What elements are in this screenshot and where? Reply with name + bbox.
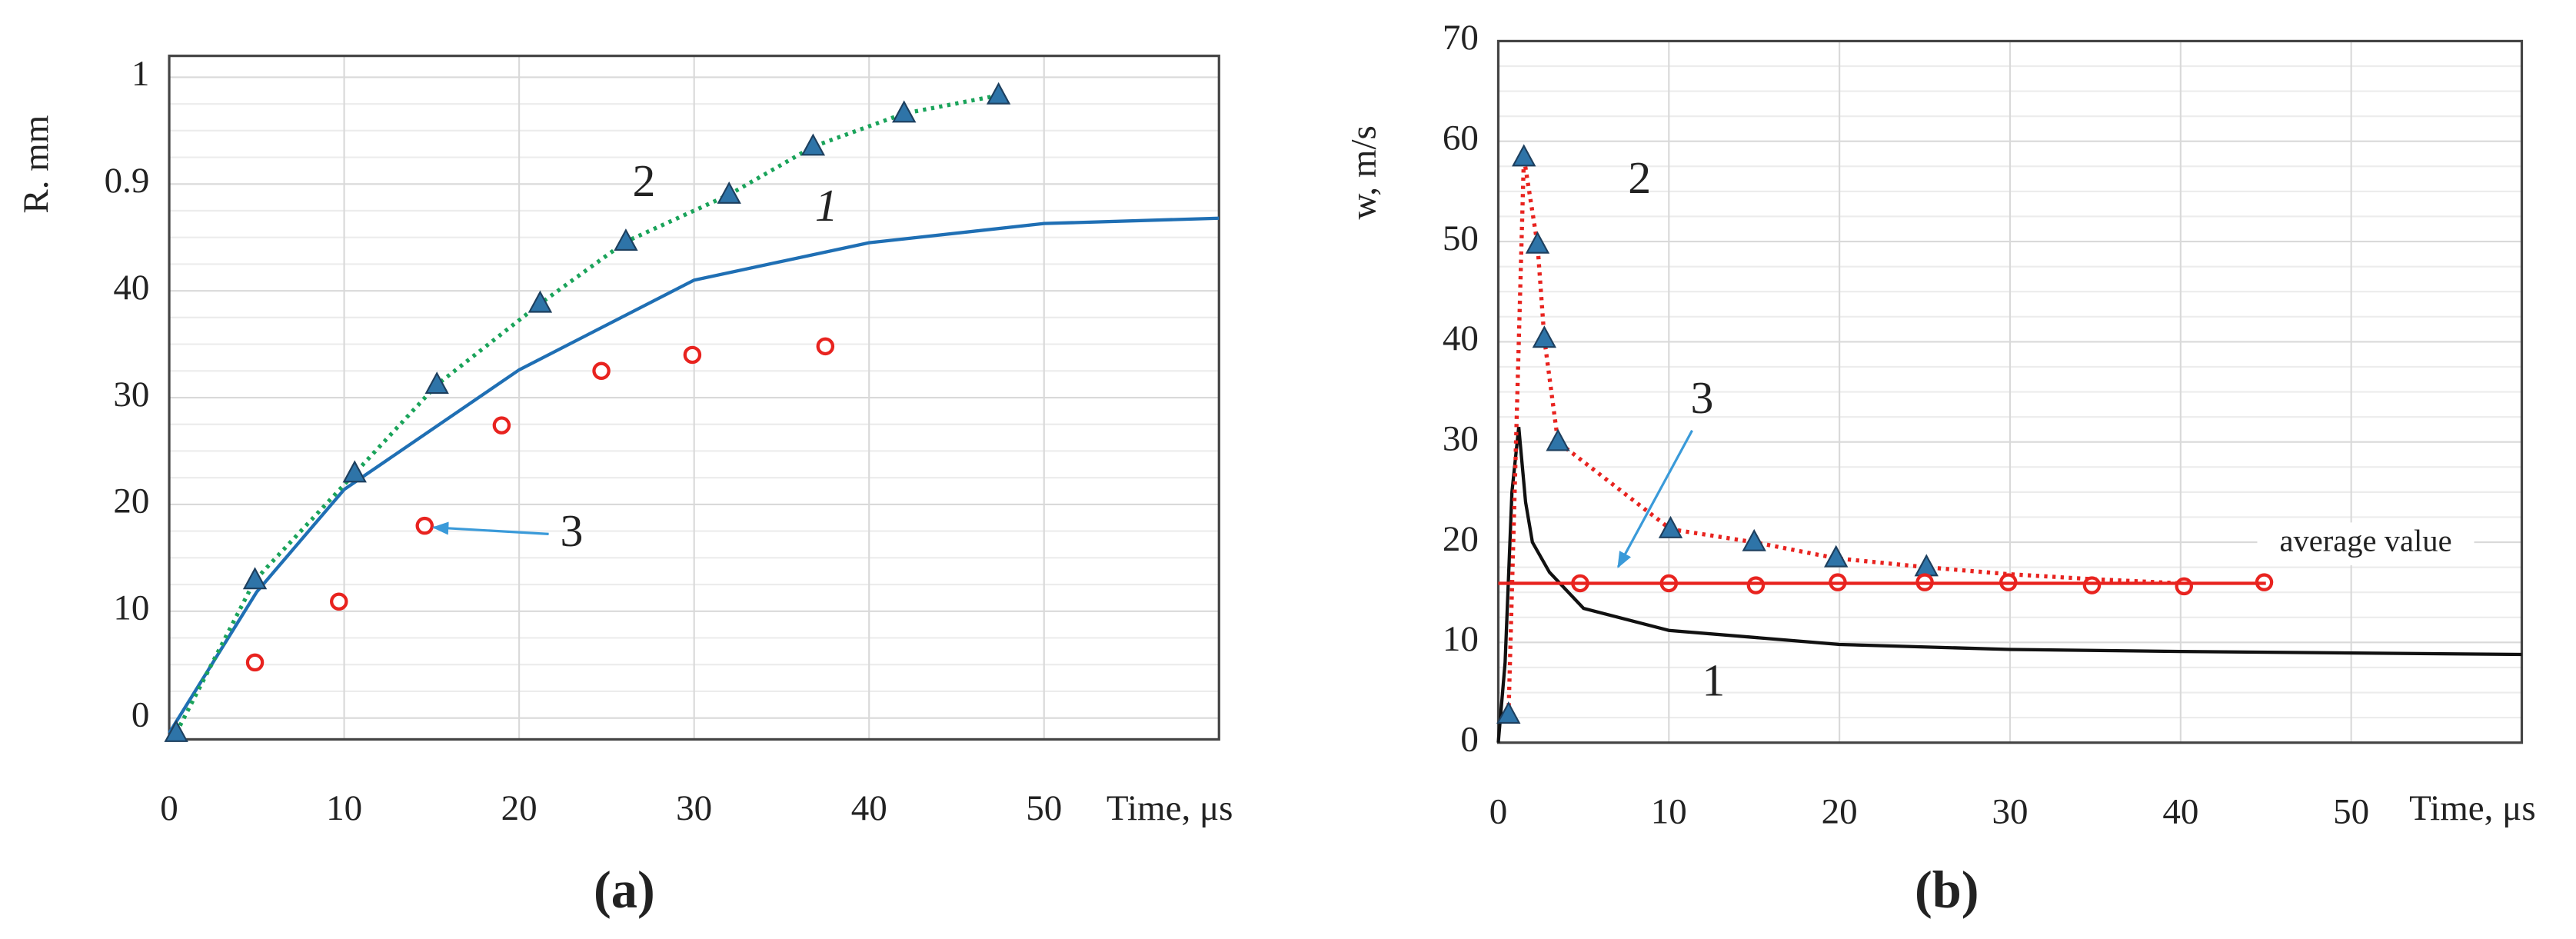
y-tick-label: 70: [1443, 18, 1479, 58]
x-tick-label: 10: [1651, 791, 1687, 831]
x-axis-label: Time, μs: [2409, 788, 2536, 828]
circle-marker: [1746, 576, 1766, 594]
chart: 0 10 20 30 40 50 60 70 0 10 20 30 40 50 w, m/s Time, μs…: [1343, 18, 2535, 919]
x-tick-label: 20: [1822, 791, 1858, 831]
circle-marker: [2175, 577, 2194, 596]
triangle-marker: [1496, 701, 1521, 724]
x-tick-label: 10: [326, 788, 362, 828]
series-annotation: average value: [2279, 523, 2451, 558]
series-line: [1506, 157, 2181, 715]
triangle-marker: [1532, 325, 1557, 348]
triangle-marker: [342, 460, 367, 483]
y-tick-label: 30: [113, 375, 149, 415]
x-tick-label: 30: [1992, 791, 2028, 831]
circle-marker: [816, 337, 835, 356]
y-tick-label: 40: [113, 268, 149, 308]
x-tick-label: 0: [160, 788, 178, 828]
triangle-marker: [164, 719, 188, 742]
x-tick-label: 0: [1489, 791, 1508, 831]
circle-marker: [683, 345, 702, 365]
y-tick-label: 20: [1443, 519, 1479, 559]
series-annotation: 1: [1702, 655, 1725, 706]
y-tick-label: 30: [1443, 418, 1479, 458]
x-tick-label: 50: [1026, 788, 1062, 828]
annotation-background: [2257, 522, 2474, 565]
series-annotation: 2: [1628, 152, 1651, 203]
circle-marker: [415, 516, 434, 535]
x-tick-label: 40: [2162, 791, 2198, 831]
series-annotation: 2: [633, 155, 656, 206]
y-tick-label: 60: [1443, 118, 1479, 158]
triangle-marker: [242, 567, 268, 590]
x-axis-label: Time, μs: [1107, 788, 1233, 828]
panel-caption: (b): [1915, 861, 1979, 919]
y-tick-label: 10: [1443, 619, 1479, 659]
triangle-marker: [614, 228, 638, 251]
series-annotation: 1: [815, 180, 838, 231]
x-tick-label: 20: [501, 788, 537, 828]
plot-frame: [1496, 39, 2524, 744]
triangle-marker: [800, 133, 826, 156]
series-line: [1496, 426, 2522, 743]
annotation-arrow: [1617, 429, 1693, 568]
triangle-marker: [717, 181, 741, 204]
series-annotation: 3: [561, 505, 584, 556]
triangle-marker: [528, 290, 553, 313]
circle-marker: [245, 653, 265, 672]
y-axis-label: w, m/s: [1343, 125, 1383, 219]
y-tick-label: 10: [113, 588, 149, 628]
triangle-marker: [1824, 544, 1849, 568]
triangle-marker: [1658, 515, 1683, 538]
circle-marker: [330, 592, 348, 611]
series-line: [168, 216, 1220, 734]
y-tick-label: 0.9: [105, 161, 150, 201]
circle-marker: [592, 361, 611, 381]
x-tick-label: 40: [851, 788, 887, 828]
y-axis-label: R. mm: [16, 115, 56, 214]
circle-marker: [492, 416, 511, 435]
triangle-marker: [1546, 428, 1570, 451]
y-tick-label: 40: [1443, 318, 1479, 358]
triangle-marker: [424, 371, 449, 395]
triangle-marker: [986, 82, 1011, 105]
triangle-marker: [1525, 231, 1550, 254]
circle-marker: [2082, 576, 2102, 594]
triangle-marker: [892, 100, 917, 123]
series-annotation: 3: [1690, 372, 1713, 423]
y-tick-label: 50: [1443, 218, 1479, 258]
triangle-marker: [1742, 528, 1766, 551]
y-tick-label: 0: [1460, 719, 1479, 759]
y-tick-label: 20: [113, 481, 149, 521]
x-tick-label: 30: [676, 788, 712, 828]
annotation-arrow: [431, 521, 549, 535]
triangle-marker: [1512, 144, 1536, 167]
panel-caption: (a): [594, 861, 655, 919]
plot-frame: [168, 55, 1220, 741]
x-tick-label: 50: [2333, 791, 2369, 831]
y-tick-label: 1: [131, 54, 150, 94]
y-tick-label: 0: [131, 694, 150, 734]
